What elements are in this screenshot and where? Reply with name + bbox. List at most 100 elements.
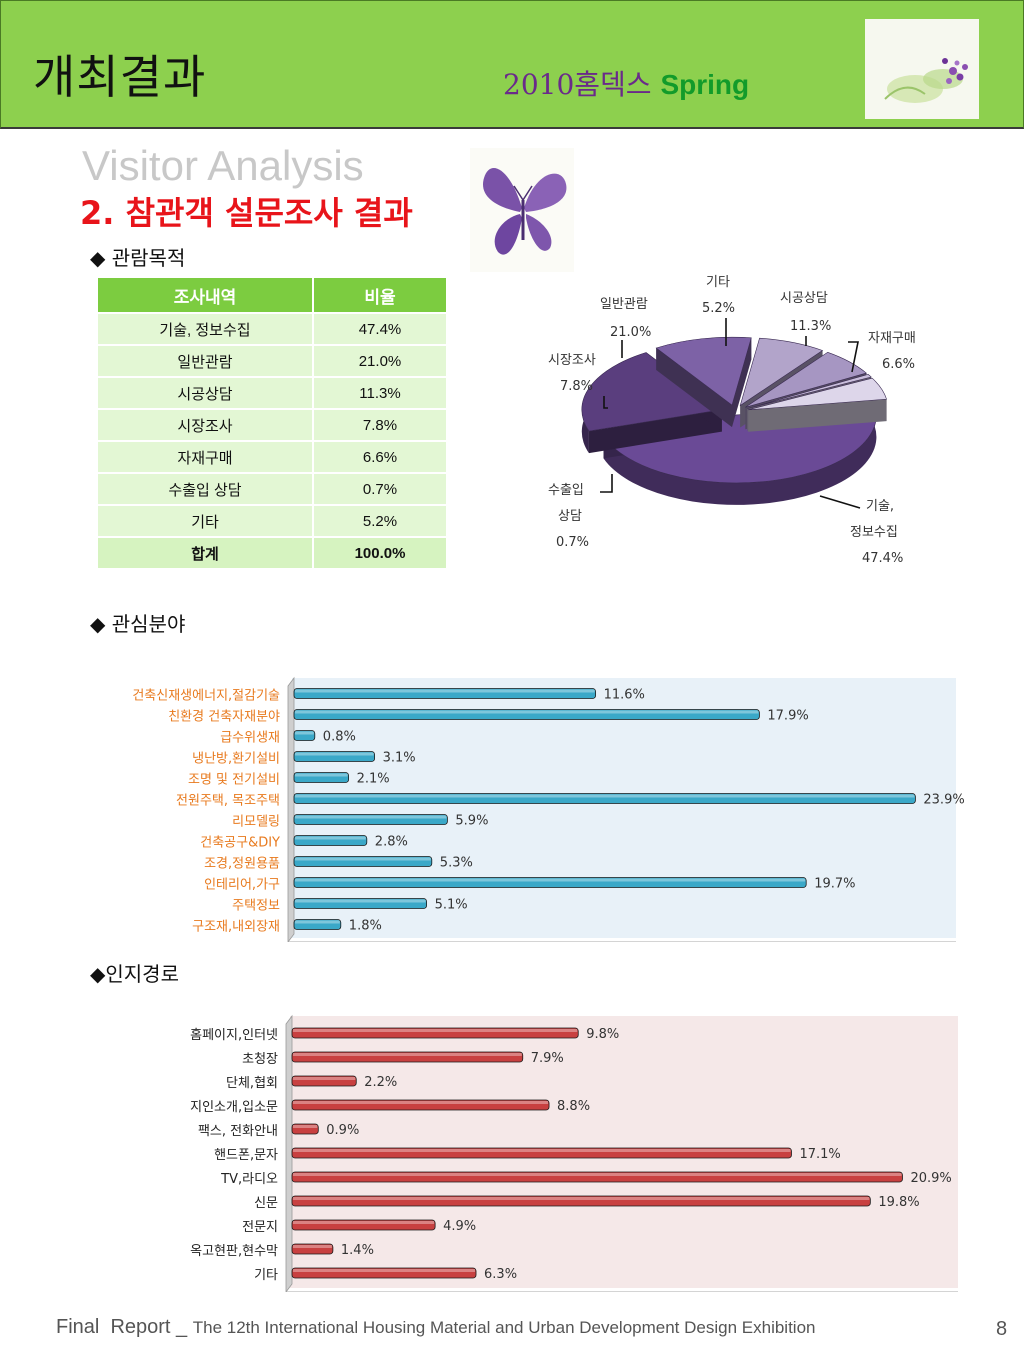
- table-cell: 기타: [96, 504, 314, 538]
- chart-bar-body: [293, 919, 342, 930]
- chart-category-label: 냉난방,환기설비: [192, 752, 280, 767]
- chart-bar: [291, 1195, 871, 1207]
- table-cell: 100.0%: [312, 536, 448, 570]
- chart-bar-highlight: [295, 920, 340, 924]
- chart-bar-highlight: [295, 710, 759, 714]
- chart-bar-body: [291, 1123, 319, 1135]
- chart-bar-highlight: [293, 1197, 870, 1200]
- chart-bar: [293, 856, 433, 867]
- chart-bar: [291, 1219, 436, 1231]
- chart-category-label: 건축공구&DIY: [200, 836, 280, 851]
- chart-category-label: 인테리어,가구: [204, 878, 280, 893]
- chart-bar-body: [291, 1099, 550, 1111]
- table-cell: 47.4%: [312, 312, 448, 346]
- pie-label-consult-value: 11.3%: [790, 319, 831, 334]
- table-row: 기타 5.2%: [96, 504, 448, 538]
- table-cell: 21.0%: [312, 344, 448, 378]
- chart-bar-body: [293, 751, 375, 762]
- table-cell: 시공상담: [96, 376, 314, 410]
- chart-data-label: 0.8%: [323, 730, 356, 745]
- page-number: 8: [996, 1318, 1008, 1340]
- chart-bar-body: [293, 688, 597, 699]
- chart-category-label: 친환경 건축자재분야: [168, 710, 280, 725]
- chart-bar-body: [291, 1195, 871, 1207]
- chart-axis-wall: [285, 1014, 293, 1292]
- pie-label-consult-name: 시공상담: [780, 291, 828, 306]
- purpose-heading: ◆ 관람목적: [90, 246, 186, 270]
- chart-bar: [291, 1147, 792, 1159]
- header-subtitle: 2010홈덱스 Spring: [503, 63, 749, 103]
- table-cell: 일반관람: [96, 344, 314, 378]
- chart-bar-highlight: [295, 815, 447, 819]
- chart-category-label: 핸드폰,문자: [214, 1147, 278, 1163]
- interest-bar-chart: 11.6% 건축신재생에너지,절감기술 17.9% 친환경 건축자재분야 0.8% 급수위…: [132, 676, 965, 942]
- chart-bar-body: [291, 1075, 357, 1087]
- pie-label-market-name: 시장조사: [548, 353, 596, 368]
- table-cell: 자재구매: [96, 440, 314, 474]
- pie-label-purchase-value: 6.6%: [882, 357, 915, 372]
- table-row: 자재구매 6.6%: [96, 440, 448, 474]
- chart-data-label: 8.8%: [557, 1099, 590, 1114]
- chart-bar-body: [291, 1027, 579, 1039]
- chart-data-label: 17.1%: [799, 1147, 840, 1162]
- pie-label-export-name2: 상담: [558, 509, 582, 524]
- page-title: 개최결과: [33, 50, 207, 104]
- chart-bar: [291, 1171, 903, 1183]
- pie-leader-line: [848, 341, 859, 373]
- chart-bar: [291, 1267, 477, 1279]
- chart-data-label: 0.9%: [326, 1123, 359, 1138]
- chart-data-label: 11.6%: [604, 688, 645, 703]
- pie-label-general-value: 21.0%: [610, 325, 651, 340]
- pie-slice-top: [581, 352, 723, 432]
- chart-data-label: 17.9%: [767, 709, 808, 724]
- chart-bar: [293, 772, 349, 783]
- chart-category-label: 조경,정원용품: [204, 857, 280, 872]
- chart-category-label: 급수위생재: [220, 731, 280, 746]
- chart-bar-body: [291, 1267, 477, 1279]
- butterfly-icon: [470, 148, 574, 272]
- chart-category-label: 단체,협회: [226, 1076, 278, 1091]
- chart-bar-highlight: [295, 899, 426, 903]
- chart-bar: [293, 751, 375, 762]
- footer: Final Report _ The 12th International Ho…: [56, 1316, 956, 1339]
- pie-slice: [655, 336, 752, 428]
- chart-bar-highlight: [295, 836, 366, 840]
- chart-category-label: 구조재,내외장재: [192, 920, 280, 935]
- pie-slices: [581, 336, 887, 505]
- chart-data-label: 5.1%: [435, 898, 468, 913]
- table-cell: 수출입 상담: [96, 472, 314, 506]
- chart-bar-highlight: [293, 1077, 356, 1080]
- chart-bar-highlight: [295, 794, 915, 798]
- chart-category-label: 옥고현판,현수막: [190, 1244, 278, 1259]
- chart-bar: [293, 898, 428, 909]
- pie-slice-wall: [588, 409, 722, 454]
- table-cell: 0.7%: [312, 472, 448, 506]
- chart-bar: [291, 1051, 524, 1063]
- pie-label-tech-name2: 정보수집: [850, 525, 898, 540]
- chart-category-label: 홈페이지,인터넷: [190, 1028, 278, 1043]
- chart-data-label: 7.9%: [531, 1051, 564, 1066]
- chart-bar-body: [291, 1051, 524, 1063]
- chart-bar: [293, 835, 368, 846]
- pie-label-other-name: 기타: [706, 275, 730, 290]
- pie-label-export-value: 0.7%: [556, 535, 589, 550]
- chart-bar-highlight: [293, 1029, 578, 1032]
- chart-data-label: 19.8%: [878, 1195, 919, 1210]
- table-cell: 11.3%: [312, 376, 448, 410]
- pie-label-export-name: 수출입: [548, 483, 584, 498]
- chart-bar-highlight: [293, 1221, 435, 1224]
- chart-data-label: 3.1%: [383, 751, 416, 766]
- pie-slice-wall: [656, 347, 732, 428]
- chart-bar-body: [293, 877, 807, 888]
- purpose-pie-chart: 기타 5.2% 시공상담 11.3% 자재구매 6.6% 일반관람 21.0% …: [548, 275, 916, 566]
- chart-data-label: 5.9%: [455, 814, 488, 829]
- chart-bar-highlight: [295, 752, 374, 756]
- chart-bar-highlight: [295, 878, 806, 882]
- chart-data-label: 2.8%: [375, 835, 408, 850]
- chart-category-label: 전문지: [242, 1220, 278, 1235]
- chart-bar: [293, 709, 760, 720]
- chart-plot-area: [292, 678, 956, 938]
- chart-bar: [291, 1243, 334, 1255]
- table-row: 시장조사 7.8%: [96, 408, 448, 442]
- chart-category-label: 팩스, 전화안내: [198, 1124, 278, 1139]
